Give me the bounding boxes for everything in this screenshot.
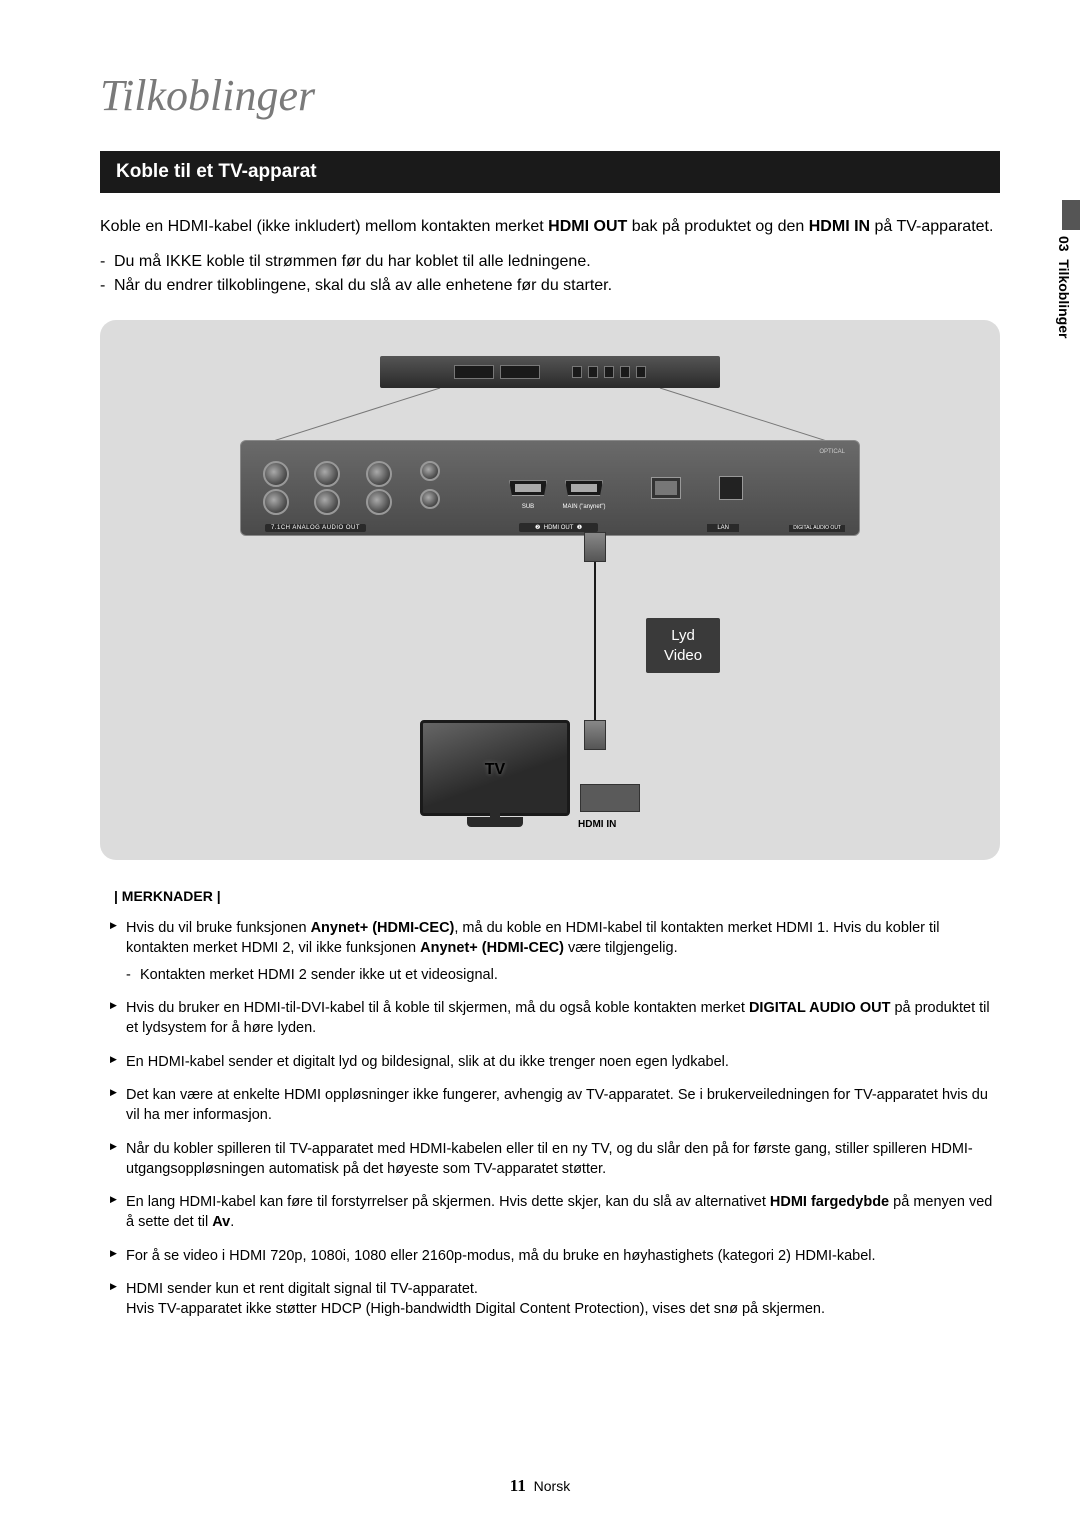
page-language: Norsk	[534, 1478, 571, 1494]
tv-label: TV	[423, 761, 567, 779]
note-item: Når du kobler spilleren til TV-apparatet…	[100, 1139, 1000, 1180]
optical-port	[719, 476, 743, 500]
analog-label: 7.1CH ANALOG AUDIO OUT	[265, 524, 366, 532]
device-back-panel: 7.1CH ANALOG AUDIO OUT SUB MAIN ("anynet…	[240, 440, 860, 536]
hdmi-in-label: HDMI IN	[578, 819, 616, 830]
chapter-title: Tilkoblinger	[100, 70, 1000, 121]
precaution-item: Når du endrer tilkoblingene, skal du slå…	[100, 274, 1000, 298]
hdmi-out-label: ❷ HDMI OUT ❶	[519, 523, 598, 532]
tv-icon: TV	[420, 720, 570, 816]
note-item: HDMI sender kun et rent digitalt signal …	[100, 1279, 1000, 1320]
intro-paragraph: Koble en HDMI-kabel (ikke inkludert) mel…	[100, 215, 1000, 238]
hdmi-in-port	[580, 784, 640, 812]
notes-header: | MERKNADER |	[114, 888, 1000, 904]
note-item: Hvis du bruker en HDMI-til-DVI-kabel til…	[100, 998, 1000, 1039]
precaution-list: Du må IKKE koble til strømmen før du har…	[100, 250, 1000, 298]
side-tab-label: Tilkoblinger	[1056, 259, 1072, 338]
connection-diagram: 7.1CH ANALOG AUDIO OUT SUB MAIN ("anynet…	[100, 320, 1000, 860]
lan-port	[651, 477, 681, 499]
optical-label: OPTICAL	[819, 449, 845, 455]
precaution-item: Du må IKKE koble til strømmen før du har…	[100, 250, 1000, 274]
hdmi-cable	[594, 536, 596, 746]
cable-caption: Lyd Video	[646, 618, 720, 673]
lan-label: LAN	[707, 524, 739, 532]
notes-list: Hvis du vil bruke funksjonen Anynet+ (HD…	[100, 918, 1000, 1319]
device-top-view	[380, 356, 720, 388]
note-item: Det kan være at enkelte HDMI oppløsninge…	[100, 1085, 1000, 1126]
note-item: En HDMI-kabel sender et digitalt lyd og …	[100, 1052, 1000, 1072]
page-number: 11	[510, 1476, 526, 1495]
note-subitem: Kontakten merket HDMI 2 sender ikke ut e…	[126, 965, 1000, 985]
note-item: Hvis du vil bruke funksjonen Anynet+ (HD…	[100, 918, 1000, 985]
analog-audio-out	[253, 461, 453, 515]
section-heading: Koble til et TV-apparat	[100, 151, 1000, 193]
page-footer: 11 Norsk	[0, 1476, 1080, 1496]
side-tab: 03 Tilkoblinger	[1050, 200, 1080, 338]
note-item: En lang HDMI-kabel kan føre til forstyrr…	[100, 1192, 1000, 1233]
side-tab-number: 03	[1056, 236, 1072, 252]
digital-audio-label: DIGITAL AUDIO OUT	[789, 525, 845, 533]
hdmi-out-group: SUB MAIN ("anynet")	[509, 480, 603, 496]
note-item: For å se video i HDMI 720p, 1080i, 1080 …	[100, 1246, 1000, 1266]
